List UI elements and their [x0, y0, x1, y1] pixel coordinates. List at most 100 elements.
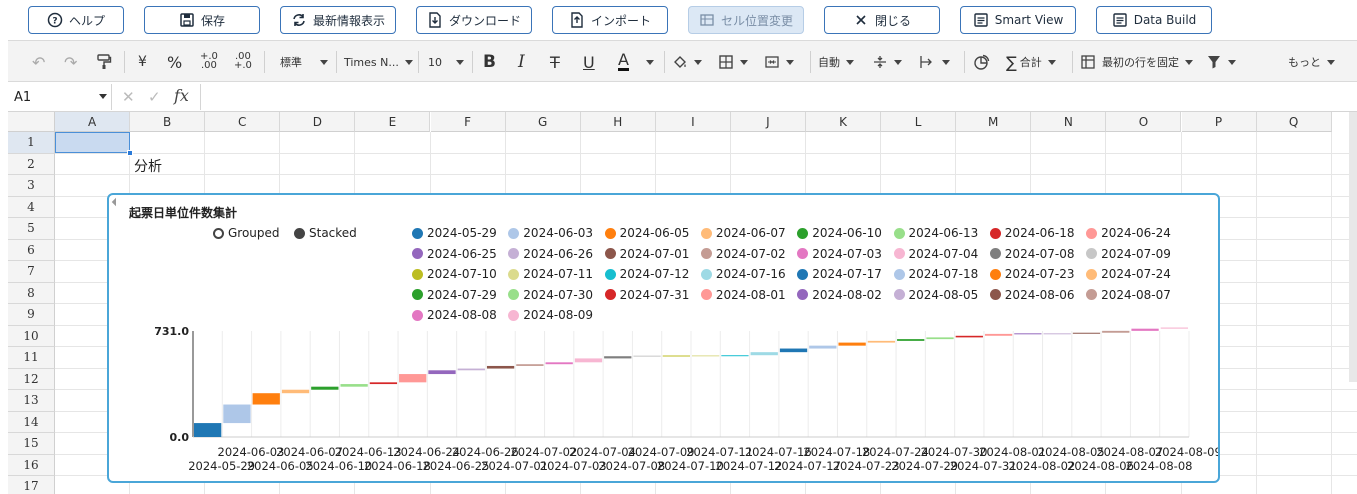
bar-2024-08-09[interactable]: [1160, 327, 1188, 329]
refresh-button[interactable]: 最新情報表示: [280, 6, 396, 34]
legend-item[interactable]: 2024-07-04: [893, 247, 978, 261]
bar-2024-07-01[interactable]: [486, 365, 515, 369]
row-header-13[interactable]: 13: [8, 390, 55, 412]
row-header-3[interactable]: 3: [8, 175, 55, 197]
legend-item[interactable]: 2024-06-05: [604, 226, 689, 240]
bar-2024-06-24[interactable]: [399, 374, 427, 383]
legend-item[interactable]: 2024-06-25: [412, 247, 497, 261]
bar-2024-07-23[interactable]: [838, 342, 866, 346]
row-header-2[interactable]: 2: [8, 153, 55, 175]
cell-move-button[interactable]: セル位置変更: [688, 6, 804, 34]
vertical-align-icon[interactable]: [872, 51, 902, 73]
legend-item[interactable]: 2024-08-05: [893, 288, 978, 302]
legend-item[interactable]: 2024-07-18: [893, 267, 978, 281]
cell-b2[interactable]: 分析: [134, 159, 162, 175]
legend-item[interactable]: 2024-07-01: [604, 247, 689, 261]
underline-button[interactable]: U: [583, 52, 595, 72]
italic-button[interactable]: I: [518, 52, 525, 72]
bar-2024-05-29[interactable]: [194, 423, 222, 437]
column-header-k[interactable]: K: [806, 112, 882, 132]
percent-button[interactable]: %: [167, 52, 183, 72]
bar-2024-07-30[interactable]: [926, 337, 954, 340]
currency-button[interactable]: ¥: [138, 54, 147, 70]
number-format-select[interactable]: 標準: [280, 51, 332, 73]
legend-item[interactable]: 2024-07-17: [797, 267, 882, 281]
fill-handle[interactable]: [127, 150, 133, 156]
row-header-4[interactable]: 4: [8, 196, 55, 218]
freeze-select[interactable]: 最初の行を固定: [1080, 51, 1193, 73]
font-color-button[interactable]: A: [618, 50, 629, 71]
bar-2024-06-07[interactable]: [281, 389, 310, 394]
row-header-16[interactable]: 16: [8, 454, 55, 476]
bar-2024-07-08[interactable]: [604, 356, 632, 359]
row-header-11[interactable]: 11: [8, 347, 55, 369]
row-header-6[interactable]: 6: [8, 239, 55, 261]
legend-item[interactable]: 2024-07-12: [604, 267, 689, 281]
column-header-a[interactable]: A: [55, 112, 131, 132]
name-box[interactable]: A1: [8, 84, 112, 110]
bar-2024-07-16[interactable]: [750, 352, 778, 356]
column-header-n[interactable]: N: [1031, 112, 1107, 132]
more-select[interactable]: もっと: [1288, 51, 1335, 73]
bar-2024-08-07[interactable]: [1102, 330, 1130, 333]
help-button[interactable]: ? ヘルプ: [28, 6, 124, 34]
bar-2024-07-03[interactable]: [545, 362, 573, 365]
column-header-o[interactable]: O: [1106, 112, 1182, 132]
legend-item[interactable]: 2024-07-23: [989, 267, 1075, 281]
row-header-17[interactable]: 17: [8, 476, 55, 494]
column-header-g[interactable]: G: [505, 112, 581, 132]
bar-2024-08-02[interactable]: [1014, 333, 1042, 335]
bar-2024-07-24[interactable]: [867, 340, 896, 343]
download-button[interactable]: ダウンロード: [416, 6, 532, 34]
legend-item[interactable]: 2024-07-02: [700, 247, 786, 261]
cancel-icon[interactable]: ✕: [122, 88, 135, 106]
legend-item[interactable]: 2024-08-01: [700, 288, 786, 302]
legend-item[interactable]: 2024-06-10: [797, 226, 882, 240]
bar-2024-07-12[interactable]: [721, 355, 749, 357]
row-header-15[interactable]: 15: [8, 433, 55, 455]
bold-button[interactable]: B: [483, 52, 496, 72]
row-header-1[interactable]: 1: [8, 132, 55, 154]
column-header-p[interactable]: P: [1181, 112, 1257, 132]
column-header-h[interactable]: H: [580, 112, 656, 132]
smart-view-button[interactable]: Smart View: [960, 6, 1076, 34]
import-button[interactable]: インポート: [552, 6, 668, 34]
column-header-c[interactable]: C: [205, 112, 281, 132]
legend-item[interactable]: 2024-07-31: [604, 288, 689, 302]
bar-2024-06-05[interactable]: [252, 393, 280, 405]
bar-2024-07-18[interactable]: [809, 345, 837, 349]
chart-container[interactable]: 起票日単位件数集計 Grouped Stacked 2024-05-29 2024…: [107, 193, 1220, 483]
function-icon[interactable]: fx: [174, 86, 189, 105]
legend-item[interactable]: 2024-06-26: [508, 247, 593, 261]
legend-item[interactable]: 2024-08-07: [1086, 288, 1171, 302]
bar-2024-07-10[interactable]: [662, 355, 690, 357]
bar-2024-07-29[interactable]: [897, 339, 925, 341]
bar-2024-07-31[interactable]: [955, 335, 983, 338]
bar-2024-06-03[interactable]: [223, 404, 251, 424]
bar-2024-06-25[interactable]: [428, 370, 456, 375]
bar-2024-07-02[interactable]: [516, 364, 544, 366]
column-header-j[interactable]: J: [730, 112, 806, 132]
column-header-f[interactable]: F: [430, 112, 506, 132]
bar-2024-06-10[interactable]: [311, 386, 339, 390]
filter-icon[interactable]: [1206, 51, 1236, 73]
chevron-down-icon[interactable]: [99, 94, 107, 99]
legend-item[interactable]: 2024-07-08: [989, 247, 1075, 261]
legend-item[interactable]: 2024-06-24: [1086, 226, 1171, 240]
decimal-increase-button[interactable]: +.0.00: [200, 51, 218, 71]
legend-item[interactable]: 2024-08-09: [508, 308, 593, 322]
text-wrap-select[interactable]: 自動: [818, 51, 854, 73]
bar-2024-07-04[interactable]: [574, 358, 603, 363]
text-direction-icon[interactable]: [918, 51, 950, 73]
redo-icon[interactable]: ↷: [64, 52, 78, 72]
column-header-d[interactable]: D: [280, 112, 356, 132]
selected-cell-a1[interactable]: [55, 132, 130, 153]
font-size-select[interactable]: 10: [428, 51, 468, 73]
merge-cells-icon[interactable]: [764, 51, 794, 73]
fill-color-icon[interactable]: [672, 51, 702, 73]
close-button[interactable]: 閉じる: [824, 6, 940, 34]
strikethrough-button[interactable]: T: [550, 52, 560, 72]
legend-item[interactable]: 2024-07-30: [508, 288, 593, 302]
legend-item[interactable]: 2024-07-10: [412, 267, 497, 281]
data-build-button[interactable]: Data Build: [1096, 6, 1212, 34]
